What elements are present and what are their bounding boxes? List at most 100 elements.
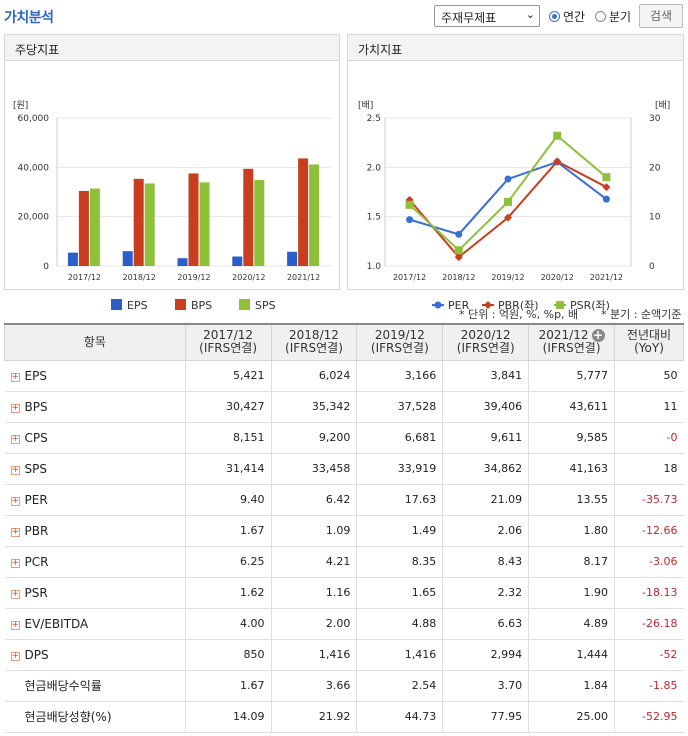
yoy-cell: -26.18 xyxy=(614,608,684,640)
x-tick-label: 2017/12 xyxy=(393,273,426,282)
header-text: (IFRS연결) xyxy=(542,341,601,356)
row-label-cell[interactable]: + PSR xyxy=(4,577,186,609)
row-label-cell[interactable]: + EV/EBITDA xyxy=(4,608,186,640)
table-row: + BPS 30,427 35,342 37,528 39,406 43,611 11 xyxy=(4,391,684,423)
row-label-cell[interactable]: + PBR xyxy=(4,515,186,547)
right-unit-label: [배] xyxy=(655,100,670,111)
yoy-cell: -52 xyxy=(614,639,684,671)
yoy-cell: 18 xyxy=(614,453,684,485)
yoy-cell: -35.73 xyxy=(614,484,684,516)
value-cell: 4.88 xyxy=(356,608,443,640)
radio-checked-icon xyxy=(549,11,560,22)
quarter-note: * 분기 : 순액기준 xyxy=(601,308,682,321)
value-cell: 9,200 xyxy=(270,422,357,454)
table-row: 현금배당수익률 1.67 3.66 2.54 3.70 1.84 -1.85 xyxy=(4,670,684,702)
table-row: + PCR 6.25 4.21 8.35 8.43 8.17 -3.06 xyxy=(4,546,684,578)
point-marker xyxy=(602,183,611,192)
value-cell: 33,458 xyxy=(270,453,357,485)
panel-title: 가치지표 xyxy=(348,35,683,61)
point-marker xyxy=(553,157,562,166)
radio-annual[interactable]: 연간 xyxy=(549,8,585,25)
expand-row-icon[interactable]: + xyxy=(10,619,20,630)
radio-quarter[interactable]: 분기 xyxy=(595,8,631,25)
bar-eps xyxy=(232,256,243,266)
row-label-cell[interactable]: + DPS xyxy=(4,639,186,671)
value-cell: 8.17 xyxy=(528,546,615,578)
header-period: 2020/12 (IFRS연결) xyxy=(442,323,530,361)
left-tick-label: 2.5 xyxy=(367,114,381,124)
table-row: + PSR 1.62 1.16 1.65 2.32 1.90 -18.13 xyxy=(4,577,684,609)
row-label-cell[interactable]: + CPS xyxy=(4,422,186,454)
header-text: 2021/12 xyxy=(538,328,589,343)
value-cell: 1.09 xyxy=(270,515,357,547)
row-label-cell[interactable]: + PCR xyxy=(4,546,186,578)
point-marker xyxy=(454,253,463,262)
expand-row-icon[interactable]: + xyxy=(10,557,20,568)
expand-row-icon[interactable]: + xyxy=(10,464,20,475)
row-label-cell[interactable]: + BPS xyxy=(4,391,186,423)
value-cell: 43,611 xyxy=(528,391,615,423)
value-cell: 1.65 xyxy=(356,577,443,609)
value-cell: 14.09 xyxy=(184,701,272,733)
header-text: (IFRS연결) xyxy=(285,341,343,356)
section-title: 가치분석 xyxy=(4,10,54,26)
expand-row-icon[interactable]: + xyxy=(10,650,20,661)
expand-row-icon[interactable]: + xyxy=(10,588,20,599)
bar-eps xyxy=(67,252,78,266)
bar-bps xyxy=(188,173,199,266)
value-cell: 44.73 xyxy=(356,701,443,733)
y-unit-label: [원] xyxy=(13,100,28,111)
row-label-cell[interactable]: + SPS xyxy=(4,453,186,485)
row-label: PBR xyxy=(24,523,49,538)
statement-type-select[interactable]: 주재무제표 ⌄ xyxy=(434,5,540,27)
bar-bps xyxy=(243,168,254,266)
point-marker xyxy=(504,213,512,222)
x-tick-label: 2021/12 xyxy=(590,273,623,282)
table-row: + EPS 5,421 6,024 3,166 3,841 5,777 50 xyxy=(4,360,684,392)
value-cell: 5,777 xyxy=(528,360,615,392)
x-tick-label: 2018/12 xyxy=(442,273,475,282)
row-label: EPS xyxy=(24,368,47,383)
value-cell: 9,585 xyxy=(528,422,615,454)
bar-eps xyxy=(177,258,188,266)
left-unit-label: [배] xyxy=(358,100,373,111)
row-label-cell[interactable]: + PER xyxy=(4,484,186,516)
row-label: PCR xyxy=(24,554,49,569)
expand-row-icon[interactable]: + xyxy=(10,402,20,413)
row-label-cell[interactable]: + EPS xyxy=(4,360,186,392)
bar-sps xyxy=(254,180,265,266)
value-cell: 77.95 xyxy=(442,701,529,733)
expand-row-icon[interactable]: + xyxy=(10,371,20,382)
value-cell: 1,444 xyxy=(528,639,615,671)
left-tick-label: 2.0 xyxy=(367,163,382,173)
expand-row-icon[interactable]: + xyxy=(10,433,20,444)
x-tick-label: 2020/12 xyxy=(541,273,574,282)
value-cell: 1.67 xyxy=(184,670,272,702)
expand-row-icon[interactable]: + xyxy=(10,495,20,506)
yoy-cell: -52.95 xyxy=(614,701,684,733)
y-tick-label: 60,000 xyxy=(18,114,50,124)
row-label-cell: 현금배당성향(%) xyxy=(4,701,186,733)
value-cell: 1.49 xyxy=(356,515,443,547)
expand-row-icon[interactable]: + xyxy=(10,526,20,537)
panel-title: 주당지표 xyxy=(5,35,339,61)
x-tick-label: 2019/12 xyxy=(177,273,210,282)
row-label: BPS xyxy=(24,399,48,414)
search-button[interactable]: 검색 xyxy=(639,4,683,28)
point-marker xyxy=(553,131,562,140)
value-cell: 8.43 xyxy=(442,546,529,578)
row-label: DPS xyxy=(24,647,49,662)
value-cell: 35,342 xyxy=(270,391,357,423)
table-row: + PER 9.40 6.42 17.63 21.09 13.55 -35.73 xyxy=(4,484,684,516)
value-cell: 30,427 xyxy=(184,391,272,423)
value-cell: 37,528 xyxy=(356,391,443,423)
row-label-cell: 현금배당수익률 xyxy=(4,670,186,702)
value-cell: 6.63 xyxy=(442,608,529,640)
header-text: (IFRS연결) xyxy=(370,341,429,356)
right-tick-label: 20 xyxy=(649,163,661,173)
expand-columns-icon[interactable]: + xyxy=(591,328,605,343)
table-row: + DPS 850 1,416 1,416 2,994 1,444 -52 xyxy=(4,639,684,671)
value-cell: 3,166 xyxy=(356,360,443,392)
value-cell: 21.92 xyxy=(270,701,357,733)
left-tick-label: 1.0 xyxy=(367,262,382,272)
